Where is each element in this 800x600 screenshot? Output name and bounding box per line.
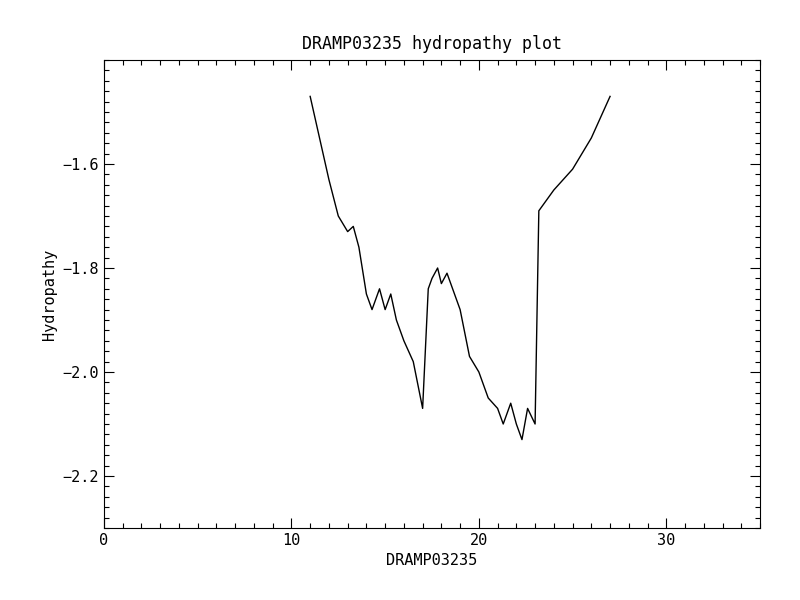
Title: DRAMP03235 hydropathy plot: DRAMP03235 hydropathy plot bbox=[302, 35, 562, 53]
Y-axis label: Hydropathy: Hydropathy bbox=[42, 248, 57, 340]
X-axis label: DRAMP03235: DRAMP03235 bbox=[386, 553, 478, 568]
